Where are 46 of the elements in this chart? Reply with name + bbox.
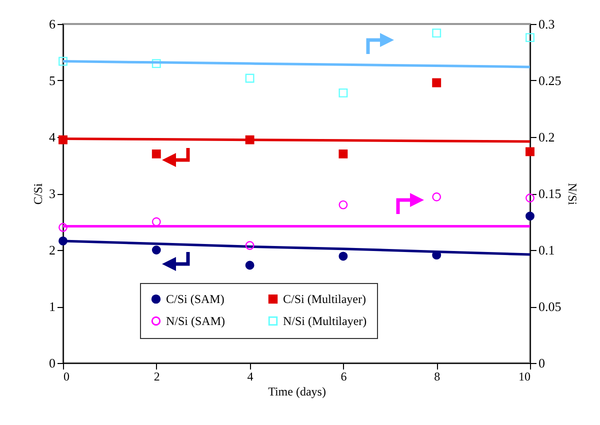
legend-label: C/Si (SAM) [166, 292, 224, 306]
point [338, 149, 348, 158]
point [432, 78, 442, 88]
point [338, 88, 348, 98]
x-axis-title: Time (days) [268, 384, 326, 398]
legend-label: N/Si (Multilayer) [283, 314, 367, 328]
y-tick-label: 2 [49, 242, 56, 258]
x-tick-label: 8 [434, 370, 440, 384]
y-tick-label: 6 [49, 16, 56, 32]
y-tick-label: 5 [49, 73, 56, 88]
y-axis-title: C/Si [31, 182, 45, 205]
y2-tick-label: 0.2 [538, 130, 555, 144]
x-tick-label: 10 [518, 370, 530, 384]
point [152, 59, 161, 68]
point [432, 192, 442, 202]
legend-label: C/Si (Multilayer) [283, 292, 366, 306]
point [432, 28, 442, 38]
point [245, 241, 254, 250]
point [245, 260, 254, 270]
y-tick-label: 1 [49, 299, 56, 314]
point [152, 149, 161, 158]
legend-label: N/Si (SAM) [166, 314, 226, 328]
y-tick-label: 3 [49, 186, 56, 201]
point [58, 56, 68, 66]
x-tick-label: 2 [154, 370, 160, 384]
y-tick-label: 0 [49, 356, 56, 370]
point [338, 252, 348, 261]
y2-tick-label: 0.05 [538, 299, 562, 314]
x-tick-label: 4 [247, 370, 254, 384]
y2-tick-label: 0.15 [538, 186, 562, 201]
point [526, 33, 534, 42]
y2-axis-title: N/Si [565, 182, 580, 206]
x-tick-label: 0 [64, 370, 70, 384]
y2-tick-label: 0 [538, 356, 545, 370]
point [152, 246, 161, 254]
y2-tick-label: 0.25 [538, 73, 562, 88]
y2-tick-label: 0.1 [538, 242, 555, 258]
point [58, 222, 68, 232]
point [526, 212, 534, 221]
y2-tick-label: 0.3 [538, 16, 555, 32]
x-tick-label: 6 [340, 370, 347, 384]
point [526, 147, 534, 156]
y-tick-label: 4 [49, 130, 56, 144]
point [245, 74, 254, 83]
point [338, 200, 348, 210]
point [526, 194, 534, 202]
